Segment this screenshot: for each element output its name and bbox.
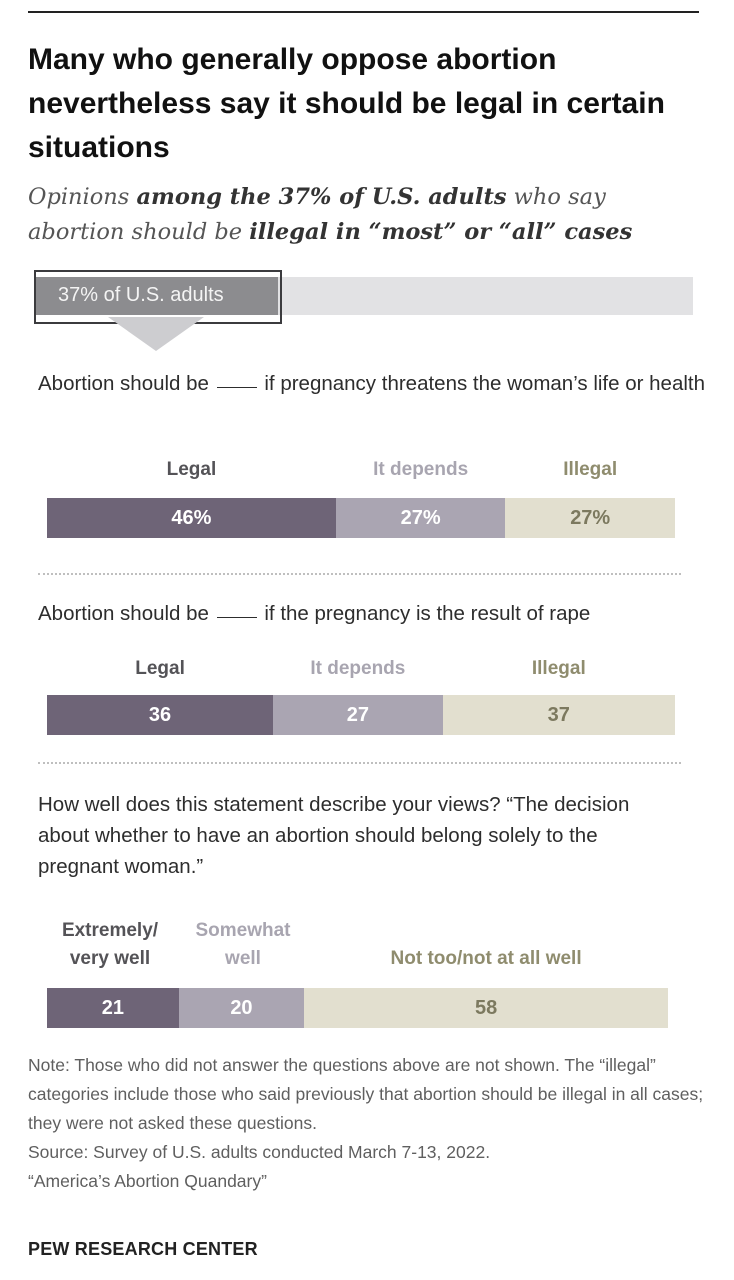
divider — [38, 573, 681, 575]
category-label: Illegal — [563, 459, 618, 480]
bar-segment: 58 — [304, 988, 668, 1028]
question-3: How well does this statement describe yo… — [38, 793, 630, 878]
category-label: It depends — [373, 459, 469, 480]
category-label: Extremely/ very well — [61, 920, 159, 969]
category-label: Not too/not at all well — [390, 948, 582, 969]
source-text: Source: Survey of U.S. adults conducted … — [28, 1142, 491, 1162]
bar-segment: 37 — [442, 695, 675, 735]
pointer-arrow-icon — [108, 317, 204, 351]
blank-line — [216, 617, 257, 618]
bar-segment: 27% — [335, 498, 506, 538]
bar-segment: 36 — [47, 695, 274, 735]
question-1: Abortion should be if pregnancy threaten… — [38, 372, 706, 395]
question-2: Abortion should be if the pregnancy is t… — [38, 602, 591, 625]
report-text: “America’s Abortion Quandary” — [28, 1171, 267, 1191]
bar-segment: 27 — [273, 695, 443, 735]
base-share-label: 37% of U.S. adults — [58, 284, 224, 306]
category-label: It depends — [310, 658, 406, 679]
category-label: Legal — [166, 459, 217, 480]
blank-line — [216, 387, 257, 388]
footnote: Note: Those who did not answer the quest… — [28, 1051, 718, 1196]
note-text: Note: Those who did not answer the quest… — [28, 1055, 704, 1133]
category-label: Legal — [135, 658, 185, 679]
base-share-fill — [34, 277, 278, 315]
bar-segment: 20 — [178, 988, 305, 1028]
pew-logo: PEW RESEARCH CENTER — [28, 1239, 258, 1259]
category-label: Somewhat well — [195, 920, 291, 969]
chart-subtitle: Opinions among the 37% of U.S. adults wh… — [28, 184, 633, 245]
bar-segment: 27% — [505, 498, 675, 538]
category-label: Illegal — [531, 658, 586, 679]
top-rule — [28, 11, 699, 13]
chart-title: Many who generally oppose abortion never… — [28, 43, 665, 164]
bar-segment: 21 — [47, 988, 179, 1028]
bar-segment: 46% — [47, 498, 336, 538]
divider — [38, 762, 681, 764]
